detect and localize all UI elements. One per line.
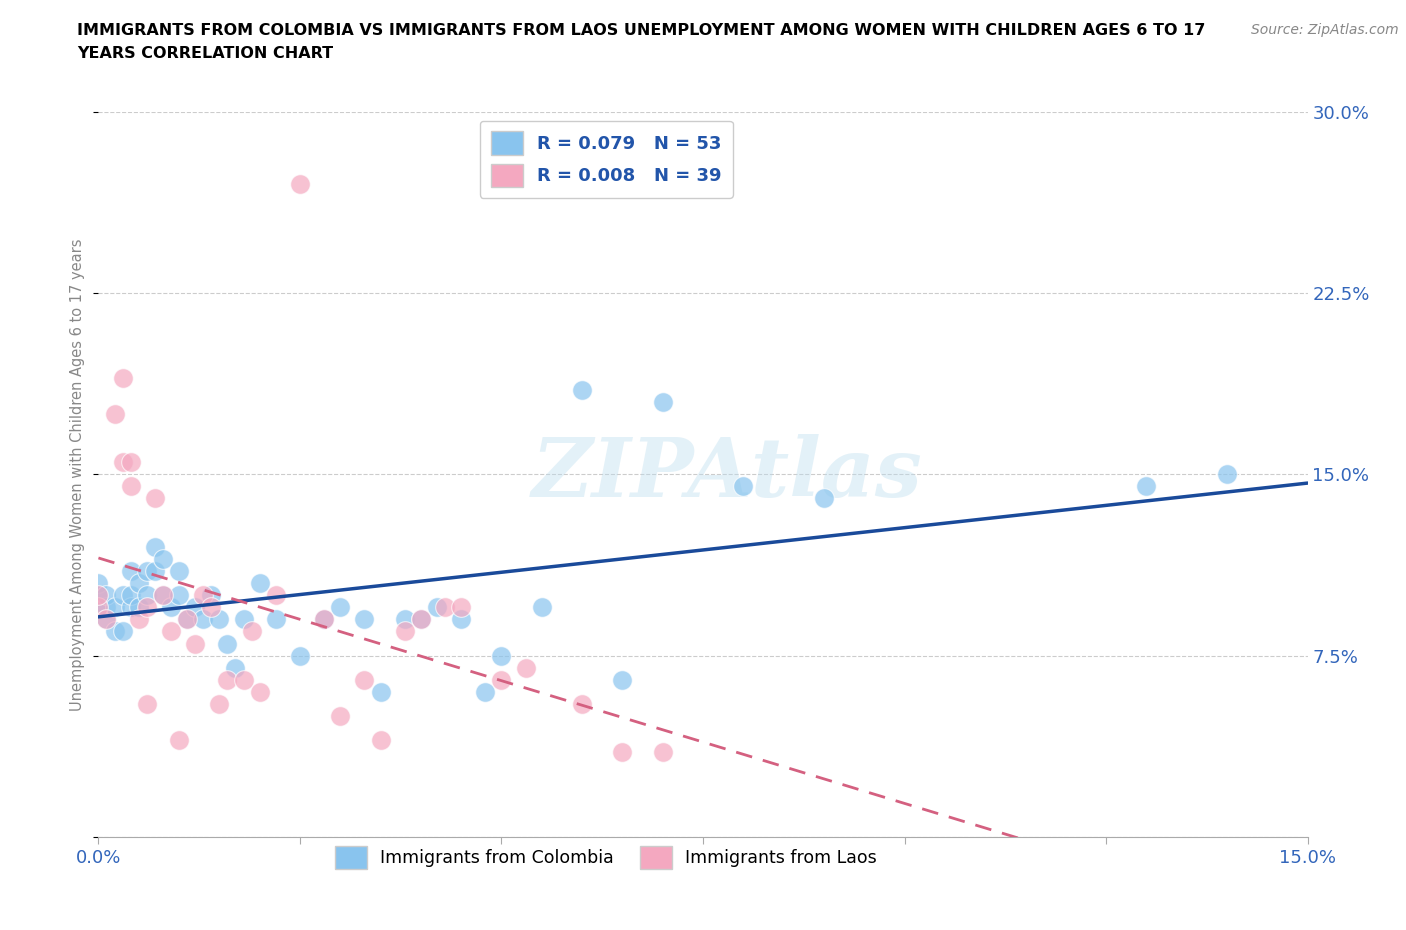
Immigrants from Colombia (224, 660, 246, 675)
Immigrants from Laos (167, 733, 190, 748)
Immigrants from Colombia (128, 600, 150, 615)
Immigrants from Colombia (160, 600, 183, 615)
Immigrants from Laos (135, 600, 157, 615)
Immigrants from Colombia (176, 612, 198, 627)
Immigrants from Laos (434, 600, 457, 615)
Immigrants from Laos (515, 660, 537, 675)
Immigrants from Laos (143, 491, 166, 506)
Text: YEARS CORRELATION CHART: YEARS CORRELATION CHART (77, 46, 333, 61)
Text: IMMIGRANTS FROM COLOMBIA VS IMMIGRANTS FROM LAOS UNEMPLOYMENT AMONG WOMEN WITH C: IMMIGRANTS FROM COLOMBIA VS IMMIGRANTS F… (77, 23, 1206, 38)
Immigrants from Laos (329, 709, 352, 724)
Immigrants from Colombia (329, 600, 352, 615)
Immigrants from Colombia (193, 612, 215, 627)
Immigrants from Laos (314, 612, 336, 627)
Immigrants from Colombia (612, 672, 634, 687)
Immigrants from Colombia (143, 564, 166, 578)
Immigrants from Colombia (314, 612, 336, 627)
Immigrants from Colombia (571, 382, 593, 397)
Immigrants from Laos (120, 455, 142, 470)
Immigrants from Laos (111, 370, 134, 385)
Immigrants from Laos (87, 600, 110, 615)
Immigrants from Colombia (530, 600, 553, 615)
Text: ZIPAtlas: ZIPAtlas (531, 434, 922, 514)
Immigrants from Colombia (96, 600, 118, 615)
Immigrants from Colombia (103, 624, 125, 639)
Immigrants from Colombia (152, 551, 174, 566)
Immigrants from Laos (571, 697, 593, 711)
Immigrants from Colombia (103, 600, 125, 615)
Immigrants from Colombia (96, 612, 118, 627)
Immigrants from Laos (249, 684, 271, 699)
Immigrants from Laos (176, 612, 198, 627)
Immigrants from Colombia (135, 588, 157, 603)
Immigrants from Colombia (120, 600, 142, 615)
Immigrants from Colombia (143, 539, 166, 554)
Immigrants from Laos (200, 600, 222, 615)
Immigrants from Colombia (87, 600, 110, 615)
Immigrants from Laos (96, 612, 118, 627)
Immigrants from Laos (184, 636, 207, 651)
Immigrants from Colombia (200, 588, 222, 603)
Immigrants from Colombia (370, 684, 392, 699)
Immigrants from Colombia (167, 588, 190, 603)
Immigrants from Colombia (474, 684, 496, 699)
Immigrants from Laos (208, 697, 231, 711)
Immigrants from Laos (264, 588, 287, 603)
Immigrants from Laos (160, 624, 183, 639)
Immigrants from Colombia (353, 612, 375, 627)
Immigrants from Colombia (288, 648, 311, 663)
Immigrants from Colombia (167, 564, 190, 578)
Immigrants from Colombia (152, 588, 174, 603)
Immigrants from Laos (128, 612, 150, 627)
Immigrants from Colombia (264, 612, 287, 627)
Immigrants from Laos (240, 624, 263, 639)
Immigrants from Colombia (111, 624, 134, 639)
Immigrants from Laos (409, 612, 432, 627)
Y-axis label: Unemployment Among Women with Children Ages 6 to 17 years: Unemployment Among Women with Children A… (70, 238, 86, 711)
Immigrants from Laos (370, 733, 392, 748)
Immigrants from Colombia (1216, 467, 1239, 482)
Immigrants from Colombia (87, 588, 110, 603)
Immigrants from Laos (353, 672, 375, 687)
Immigrants from Colombia (87, 576, 110, 591)
Immigrants from Colombia (111, 588, 134, 603)
Immigrants from Colombia (249, 576, 271, 591)
Immigrants from Colombia (208, 612, 231, 627)
Immigrants from Laos (394, 624, 416, 639)
Immigrants from Laos (111, 455, 134, 470)
Immigrants from Colombia (1135, 479, 1157, 494)
Immigrants from Laos (103, 406, 125, 421)
Immigrants from Colombia (232, 612, 254, 627)
Immigrants from Colombia (394, 612, 416, 627)
Legend: Immigrants from Colombia, Immigrants from Laos: Immigrants from Colombia, Immigrants fro… (325, 836, 887, 879)
Immigrants from Colombia (135, 564, 157, 578)
Immigrants from Colombia (120, 564, 142, 578)
Immigrants from Colombia (813, 491, 835, 506)
Immigrants from Laos (288, 177, 311, 192)
Immigrants from Colombia (733, 479, 755, 494)
Immigrants from Laos (217, 672, 239, 687)
Immigrants from Colombia (184, 600, 207, 615)
Immigrants from Laos (87, 588, 110, 603)
Immigrants from Colombia (651, 394, 673, 409)
Immigrants from Laos (612, 745, 634, 760)
Immigrants from Colombia (217, 636, 239, 651)
Immigrants from Laos (193, 588, 215, 603)
Immigrants from Laos (135, 697, 157, 711)
Immigrants from Colombia (426, 600, 449, 615)
Immigrants from Colombia (409, 612, 432, 627)
Immigrants from Colombia (450, 612, 472, 627)
Immigrants from Colombia (128, 576, 150, 591)
Immigrants from Colombia (96, 588, 118, 603)
Immigrants from Laos (450, 600, 472, 615)
Immigrants from Laos (152, 588, 174, 603)
Immigrants from Laos (651, 745, 673, 760)
Immigrants from Laos (232, 672, 254, 687)
Immigrants from Colombia (491, 648, 513, 663)
Immigrants from Colombia (120, 588, 142, 603)
Text: Source: ZipAtlas.com: Source: ZipAtlas.com (1251, 23, 1399, 37)
Immigrants from Laos (491, 672, 513, 687)
Immigrants from Laos (120, 479, 142, 494)
